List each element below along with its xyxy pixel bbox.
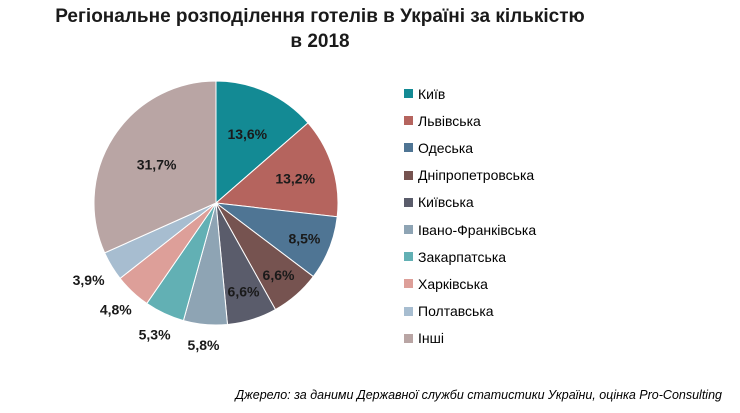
pie-slice-1 <box>215 80 309 205</box>
legend-item-6: Івано-Франківська <box>404 216 536 243</box>
source-note: Джерело: за даними Державної служби стат… <box>235 388 722 402</box>
legend-item-5: Київська <box>404 189 536 216</box>
legend-swatch <box>404 89 413 99</box>
legend-item-7: Закарпатська <box>404 243 536 270</box>
pie-slice-2 <box>214 122 339 218</box>
data-label-7: 5,3% <box>139 327 171 343</box>
legend-label: Закарпатська <box>418 248 507 265</box>
chart-title: Регіональне розподілення готелів в Украї… <box>0 4 640 54</box>
legend-item-4: Дніпропетровська <box>404 162 536 189</box>
data-label-9: 3,9% <box>73 272 105 288</box>
legend-item-8: Харківська <box>404 270 536 297</box>
data-label-4: 6,6% <box>263 267 295 283</box>
legend-label: Київ <box>418 85 446 102</box>
legend-swatch <box>404 143 413 153</box>
legend-item-2: Львівська <box>404 107 536 134</box>
legend-swatch <box>404 225 413 235</box>
legend-swatch <box>404 333 413 343</box>
legend-label: Одеська <box>418 139 474 156</box>
data-label-2: 13,2% <box>275 170 315 186</box>
legend-swatch <box>404 116 413 126</box>
legend-swatch <box>404 279 413 289</box>
legend-swatch <box>404 252 413 262</box>
legend-item-10: Інші <box>404 325 536 352</box>
data-label-3: 8,5% <box>288 230 320 246</box>
data-label-8: 4,8% <box>100 302 132 318</box>
legend-label: Інші <box>418 330 444 347</box>
chart-title-line-1: Регіональне розподілення готелів в Украї… <box>55 6 585 27</box>
pie-slices <box>93 80 339 326</box>
legend-label: Івано-Франківська <box>418 221 537 238</box>
legend-swatch <box>404 306 413 316</box>
chart-title-line-2: в 2018 <box>290 31 350 52</box>
legend-swatch <box>404 170 413 180</box>
legend-swatch <box>404 197 413 207</box>
legend-label: Львівська <box>418 112 481 129</box>
legend-item-1: Київ <box>404 80 536 107</box>
legend-label: Полтавська <box>418 303 494 320</box>
legend-label: Київська <box>418 194 474 211</box>
data-label-5: 6,6% <box>228 284 260 300</box>
chart-legend: Київ Львівська Одеська Дніпропетровська Київ… <box>404 80 536 352</box>
pie-data-labels: 13,6% 13,2% 8,5% 6,6%6,6% 5,8% 5,3% 4,8% 3,9% 31… <box>73 126 321 353</box>
pie-slice-10 <box>93 80 217 254</box>
data-label-1: 13,6% <box>227 126 267 142</box>
data-label-6: 5,8% <box>188 337 220 353</box>
legend-label: Харківська <box>418 275 488 292</box>
legend-item-3: Одеська <box>404 134 536 161</box>
legend-label: Дніпропетровська <box>418 167 535 184</box>
data-label-10: 31,7% <box>137 157 177 173</box>
legend-item-9: Полтавська <box>404 298 536 325</box>
